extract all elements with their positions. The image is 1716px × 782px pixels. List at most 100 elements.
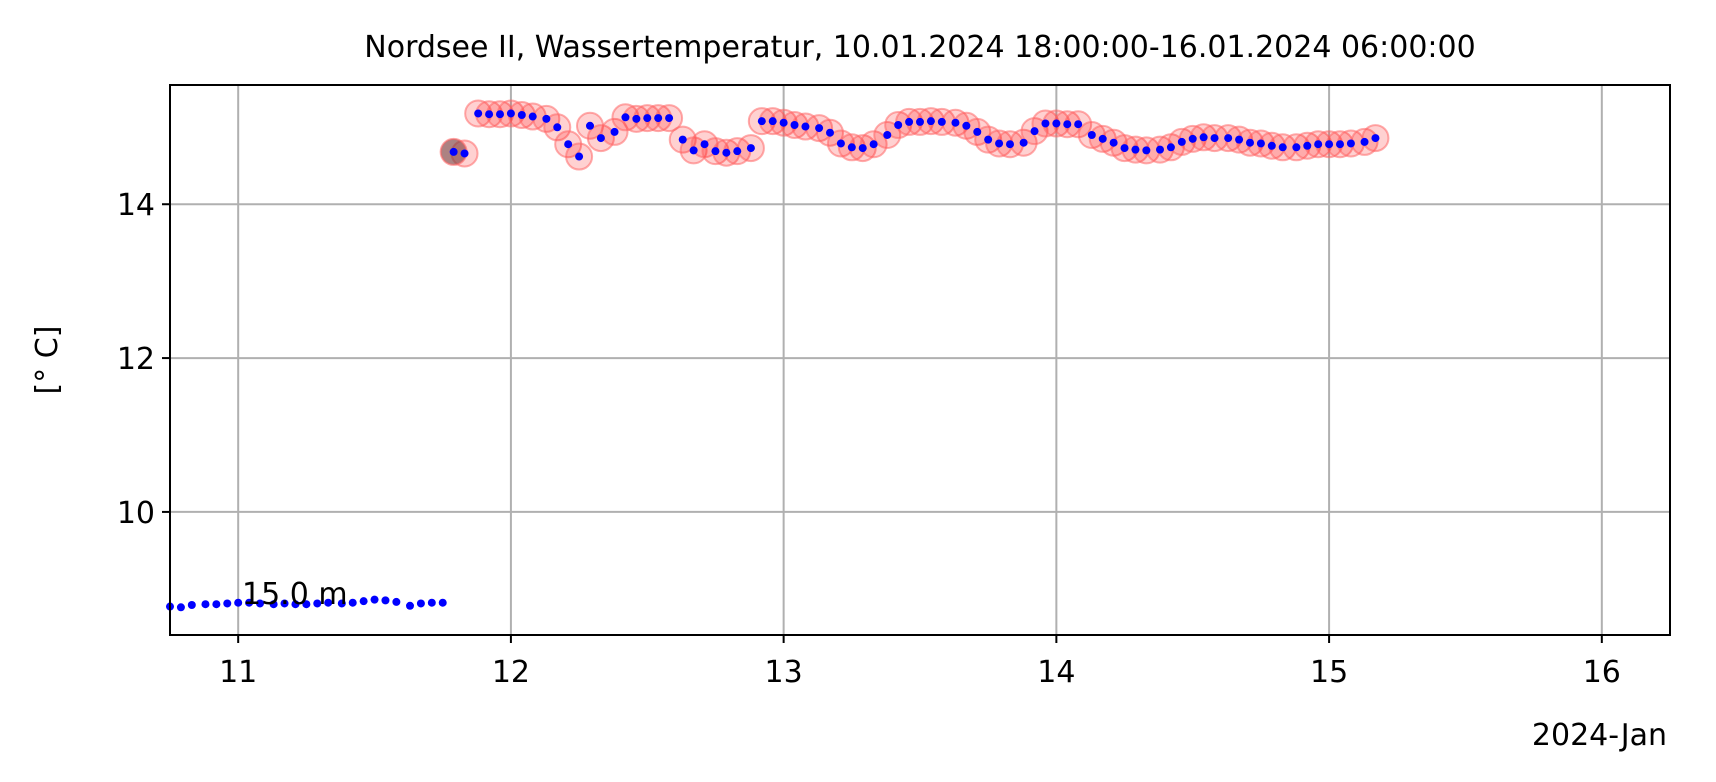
data-point [665, 114, 674, 123]
data-point [610, 127, 619, 136]
data-point [392, 597, 401, 606]
y-tick-label: 12 [117, 342, 155, 377]
data-point [1142, 146, 1151, 155]
x-tick-label: 11 [219, 655, 257, 690]
data-point [348, 598, 357, 607]
data-point [370, 595, 379, 604]
flagged-point-markers [450, 99, 1390, 171]
data-point [474, 109, 483, 118]
data-point [1346, 139, 1355, 148]
data-point [1336, 140, 1344, 149]
data-point [826, 128, 834, 137]
data-point [962, 121, 971, 130]
data-point [245, 598, 254, 607]
data-point [1188, 134, 1197, 143]
data-point [1292, 143, 1301, 152]
data-point [836, 139, 845, 148]
data-points [166, 109, 1380, 612]
data-point [1360, 137, 1369, 146]
data-point [757, 117, 766, 126]
data-point [234, 598, 243, 607]
data-point [1131, 145, 1140, 154]
data-point [269, 600, 278, 609]
data-point [700, 140, 709, 149]
data-point [995, 139, 1004, 148]
data-point [528, 112, 537, 121]
data-point [416, 599, 425, 608]
x-tick-label: 15 [1310, 655, 1348, 690]
data-point [553, 123, 562, 132]
data-point [1210, 134, 1219, 143]
data-point [485, 110, 494, 119]
data-point [722, 148, 731, 157]
data-point [496, 110, 504, 119]
x-tick-label: 13 [765, 655, 803, 690]
data-point [654, 114, 663, 123]
data-point [381, 596, 390, 605]
data-point [256, 599, 264, 608]
data-point [621, 113, 630, 122]
data-point [564, 140, 573, 149]
data-point [801, 122, 810, 131]
data-point [643, 114, 652, 123]
data-point [984, 135, 993, 144]
data-point [1267, 141, 1276, 150]
data-point [201, 600, 210, 609]
data-point [427, 598, 436, 607]
data-point [1098, 134, 1107, 143]
x-tick-label: 14 [1037, 655, 1075, 690]
data-point [733, 147, 742, 156]
data-point [847, 143, 856, 152]
data-point [1256, 139, 1265, 148]
data-point [937, 117, 946, 126]
data-point [883, 131, 892, 139]
data-point [406, 601, 414, 610]
data-point [768, 117, 777, 126]
data-point [1246, 138, 1254, 147]
data-point [689, 146, 698, 155]
data-point [869, 140, 878, 149]
data-point [223, 599, 232, 608]
data-point [586, 121, 594, 130]
data-point [1235, 135, 1244, 144]
data-point [1006, 140, 1014, 149]
data-point [926, 117, 935, 126]
chart-title: Nordsee II, Wassertemperatur, 10.01.2024… [364, 30, 1475, 65]
data-point [460, 149, 469, 158]
data-point [1278, 143, 1287, 152]
data-point [973, 127, 982, 136]
data-point [1030, 127, 1039, 136]
y-tick-label: 10 [117, 496, 155, 531]
data-point [905, 117, 914, 126]
data-point [678, 135, 687, 144]
data-point [313, 599, 322, 608]
data-point [711, 147, 720, 156]
data-point [212, 600, 221, 609]
data-point [1109, 138, 1118, 147]
data-point [894, 121, 903, 129]
data-point [746, 144, 755, 153]
data-point [176, 603, 185, 612]
data-point [1156, 145, 1164, 154]
plot-frame [169, 84, 1671, 636]
data-point [291, 600, 300, 609]
data-point [632, 114, 641, 123]
depth-annotation: 15.0 m [242, 577, 348, 612]
data-point [302, 600, 311, 609]
data-point [1314, 140, 1323, 149]
data-point [575, 152, 584, 161]
data-point [280, 599, 289, 608]
data-point [1052, 119, 1061, 128]
data-point [337, 599, 346, 608]
y-axis-ticks: 10 12 14 [117, 188, 170, 531]
data-point [1019, 138, 1028, 147]
data-point [779, 118, 788, 127]
data-point [517, 111, 526, 119]
data-point [438, 598, 447, 607]
x-tick-label: 16 [1583, 655, 1621, 690]
grid-lines [170, 85, 1670, 635]
data-point [790, 121, 799, 129]
data-point [359, 597, 368, 606]
data-point [916, 117, 924, 126]
